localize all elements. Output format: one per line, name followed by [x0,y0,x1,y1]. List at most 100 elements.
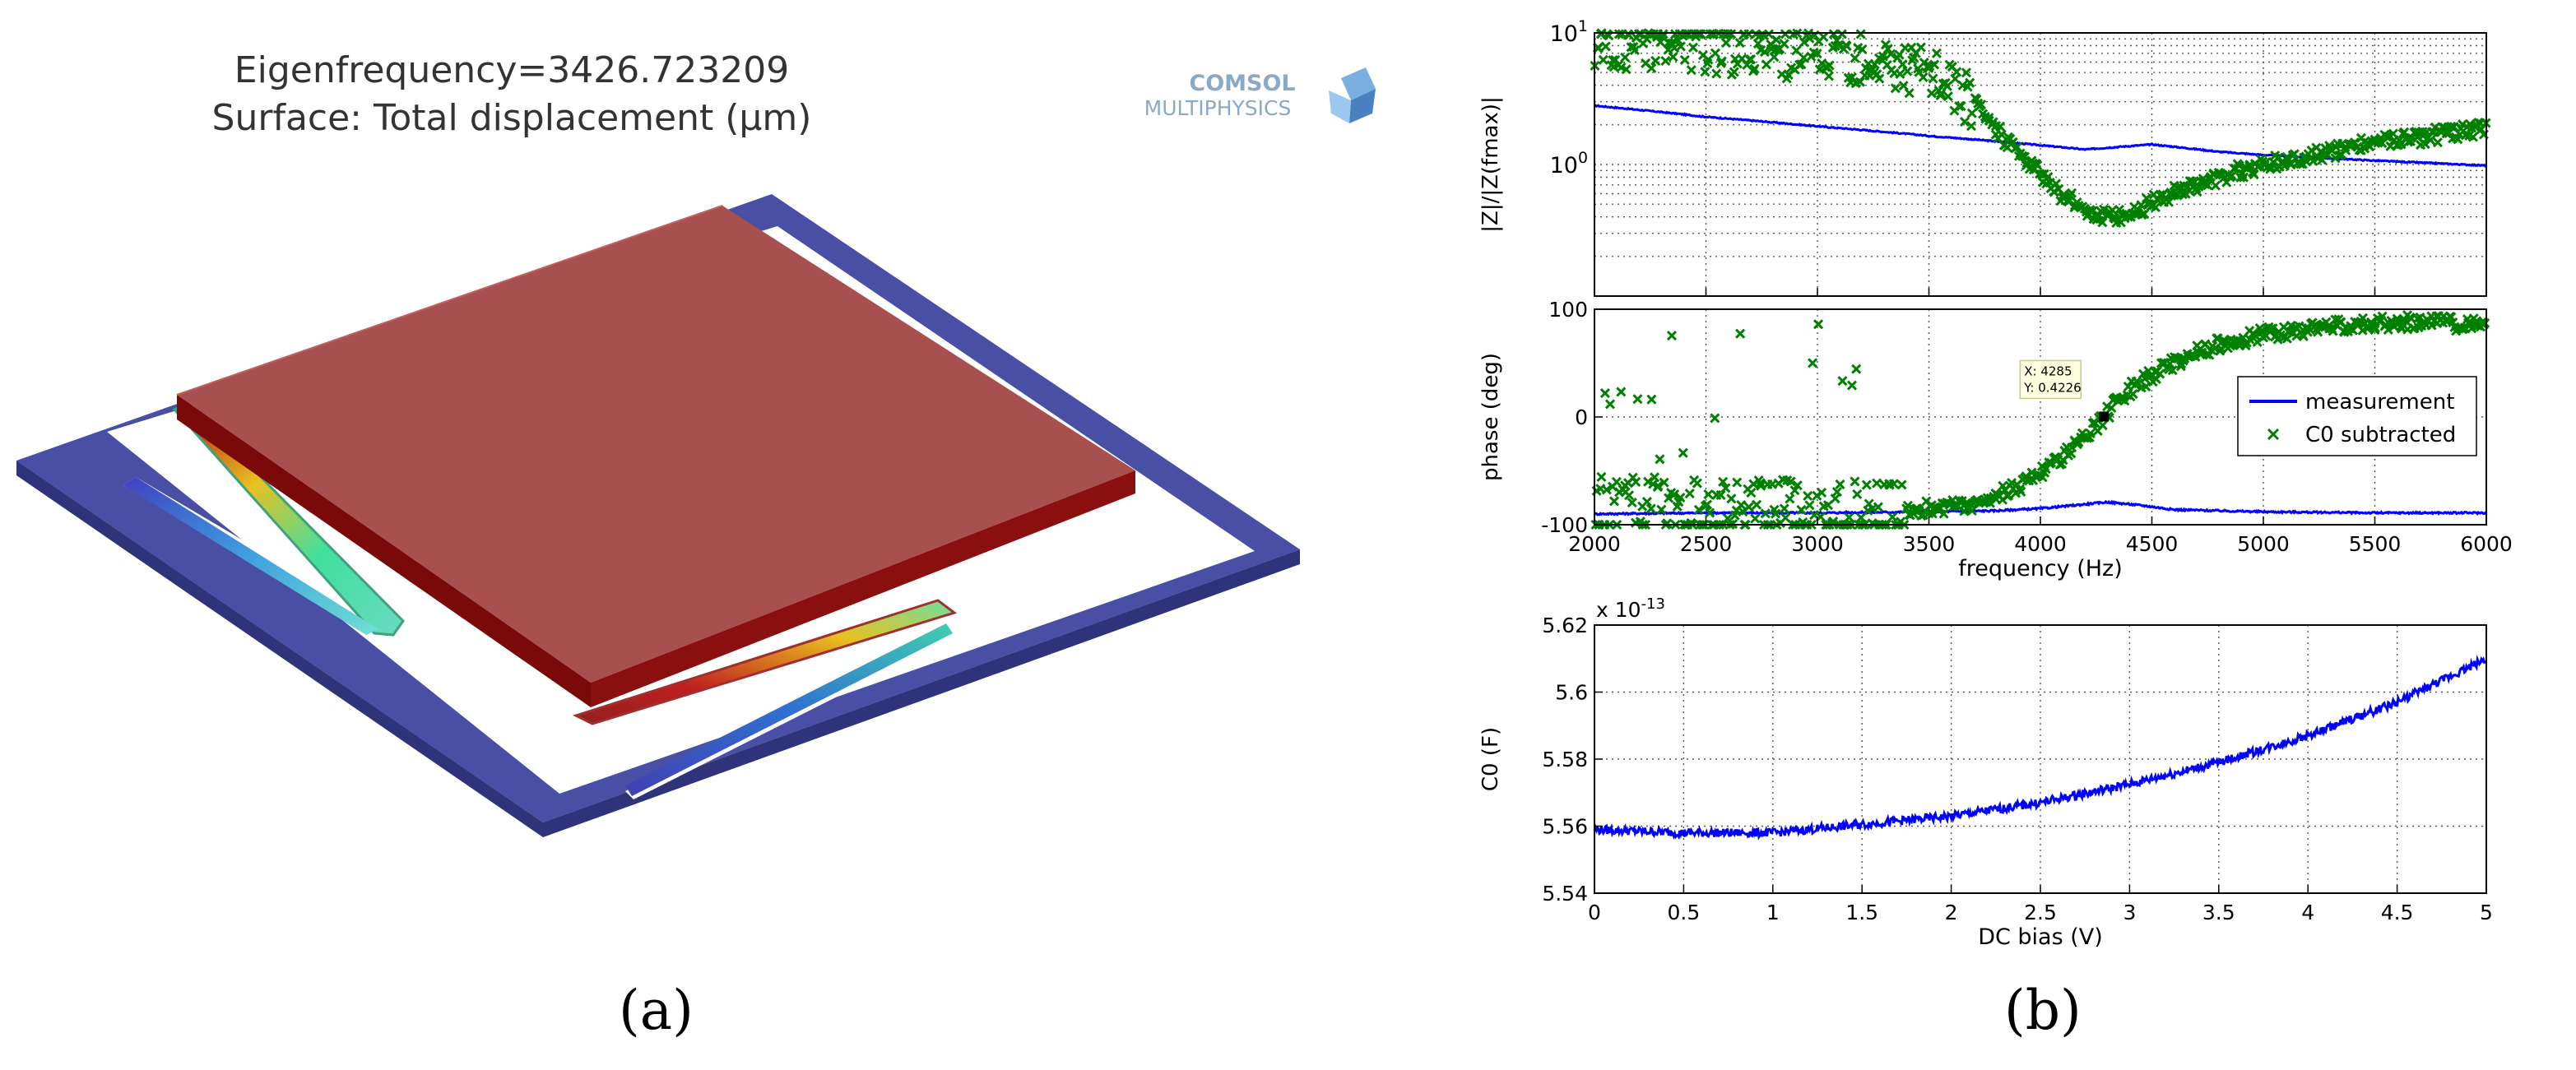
scatter-point [1632,394,1643,405]
scatter-point [1996,129,2007,140]
scatter-point [1675,41,1686,52]
scatter-point [1874,73,1885,84]
scatter-point [1888,479,1899,489]
scatter-point [1656,504,1667,515]
scatter-point [2090,418,2100,428]
scatter-point [1796,504,1807,515]
scatter-point [1846,72,1857,83]
scatter-point [1877,51,1888,62]
scatter-point [1897,59,1908,70]
scatter-point [1669,489,1680,500]
scatter-point [1680,29,1691,39]
scatter-point [2066,188,2077,198]
x-tick-label: 2.5 [2024,901,2057,924]
scatter-point [2226,170,2237,181]
scatter-point [1664,493,1674,503]
scatter-point [2036,169,2048,179]
scatter-point [1789,485,1800,496]
scatter-point [2175,361,2186,372]
scatter-point [1703,489,1714,500]
simulation-panel: Eigenfrequency=3426.723209 Surface: Tota… [16,49,1376,837]
scatter-point [1750,513,1761,524]
scatter-point [1861,479,1872,490]
scatter-point [2458,119,2468,130]
frame-slot-right-top [1119,493,1201,543]
y-axis-label: |Z|/|Z(fmax)| [1478,96,1503,233]
scatter-point [2212,333,2223,344]
panel-a-caption: (a) [619,979,694,1042]
x-tick-label: 4000 [2014,532,2067,556]
scatter-point [1743,502,1754,512]
capacitance-chart: 0 0.5 1 1.5 2 2.5 3 3.5 4 4.5 5 5.54 5.56 5.58 5.6 5.62… [1478,595,2493,950]
logo-line-2: MULTIPHYSICS [1144,96,1292,120]
scatter-point [1687,42,1699,53]
scatter-point [2192,340,2202,351]
scatter-point [2238,172,2249,183]
x-tick-label: 2000 [1568,532,1621,556]
scatter-point [1828,29,1839,39]
scatter-point [2051,178,2062,189]
scatter-point [1855,512,1867,523]
scatter-point [2267,323,2278,334]
scatter-point [1643,476,1654,487]
scatter-point [1928,73,1938,84]
scatter-point [2177,189,2188,200]
x-tick-label: 2 [1945,901,1958,924]
scatter-point [1779,503,1789,514]
scatter-point [1629,44,1640,56]
scatter-point [1600,41,1611,52]
scatter-point [1817,487,1827,498]
y-tick-label: 5.58 [1542,748,1588,771]
x-tick-label: 4.5 [2381,901,2414,924]
scatter-point [2467,132,2478,142]
scatter-point [1759,47,1770,58]
scatter-point [2150,202,2161,213]
scatter-point [1887,512,1898,522]
scatter-point [1755,478,1766,489]
legend-swatch-marker [2267,428,2280,441]
x-axis-label: DC bias (V) [1978,924,2103,950]
scatter-point [1780,512,1791,523]
x-tick-label: 3 [2123,901,2136,924]
scatter-point [1616,387,1627,397]
scatter-point [1851,364,1862,374]
scatter-point [1641,496,1652,507]
scatter-point [2167,365,2178,376]
scatter-point [1873,502,1883,512]
scatter-point [2012,141,2022,152]
scatter-point [1679,54,1690,66]
scatter-point [1803,490,1813,501]
scatter-point [1726,493,1737,504]
scatter-point [1701,499,1713,510]
scatter-point [1720,37,1732,49]
scatter-point [1902,66,1913,76]
scatter-point [2480,317,2490,328]
y-tick-label: 5.54 [1542,882,1588,906]
scatter-point [1846,380,1858,391]
scatter-point [1715,489,1726,501]
scatter-point [1830,493,1840,504]
y-tick-label: 5.6 [1555,681,1588,705]
scatter-point [1718,476,1729,487]
scatter-point [1710,48,1720,58]
scatter-point [1837,376,1848,387]
scatter-point [2425,135,2436,146]
scatter-point [1895,68,1905,79]
scatter-point [1966,121,1977,132]
scatter-point [1857,44,1868,54]
scatter-point [1752,38,1763,49]
scatter-point [1904,88,1915,99]
scatter-point [1812,49,1822,59]
scatter-point [1792,480,1803,491]
scatter-point [2295,159,2306,169]
scatter-point [1726,29,1737,39]
scatter-point [1831,487,1842,498]
x-tick-label: 4 [2301,901,2314,924]
scatter-point [2210,180,2221,191]
scatter-point [1599,387,1610,399]
x-tick-label: 3500 [1903,532,1956,556]
scatter-point [2249,169,2259,180]
scatter-point [1608,496,1620,507]
scatter-point [1627,498,1637,508]
datatip-x: X: 4285 [2024,364,2072,378]
